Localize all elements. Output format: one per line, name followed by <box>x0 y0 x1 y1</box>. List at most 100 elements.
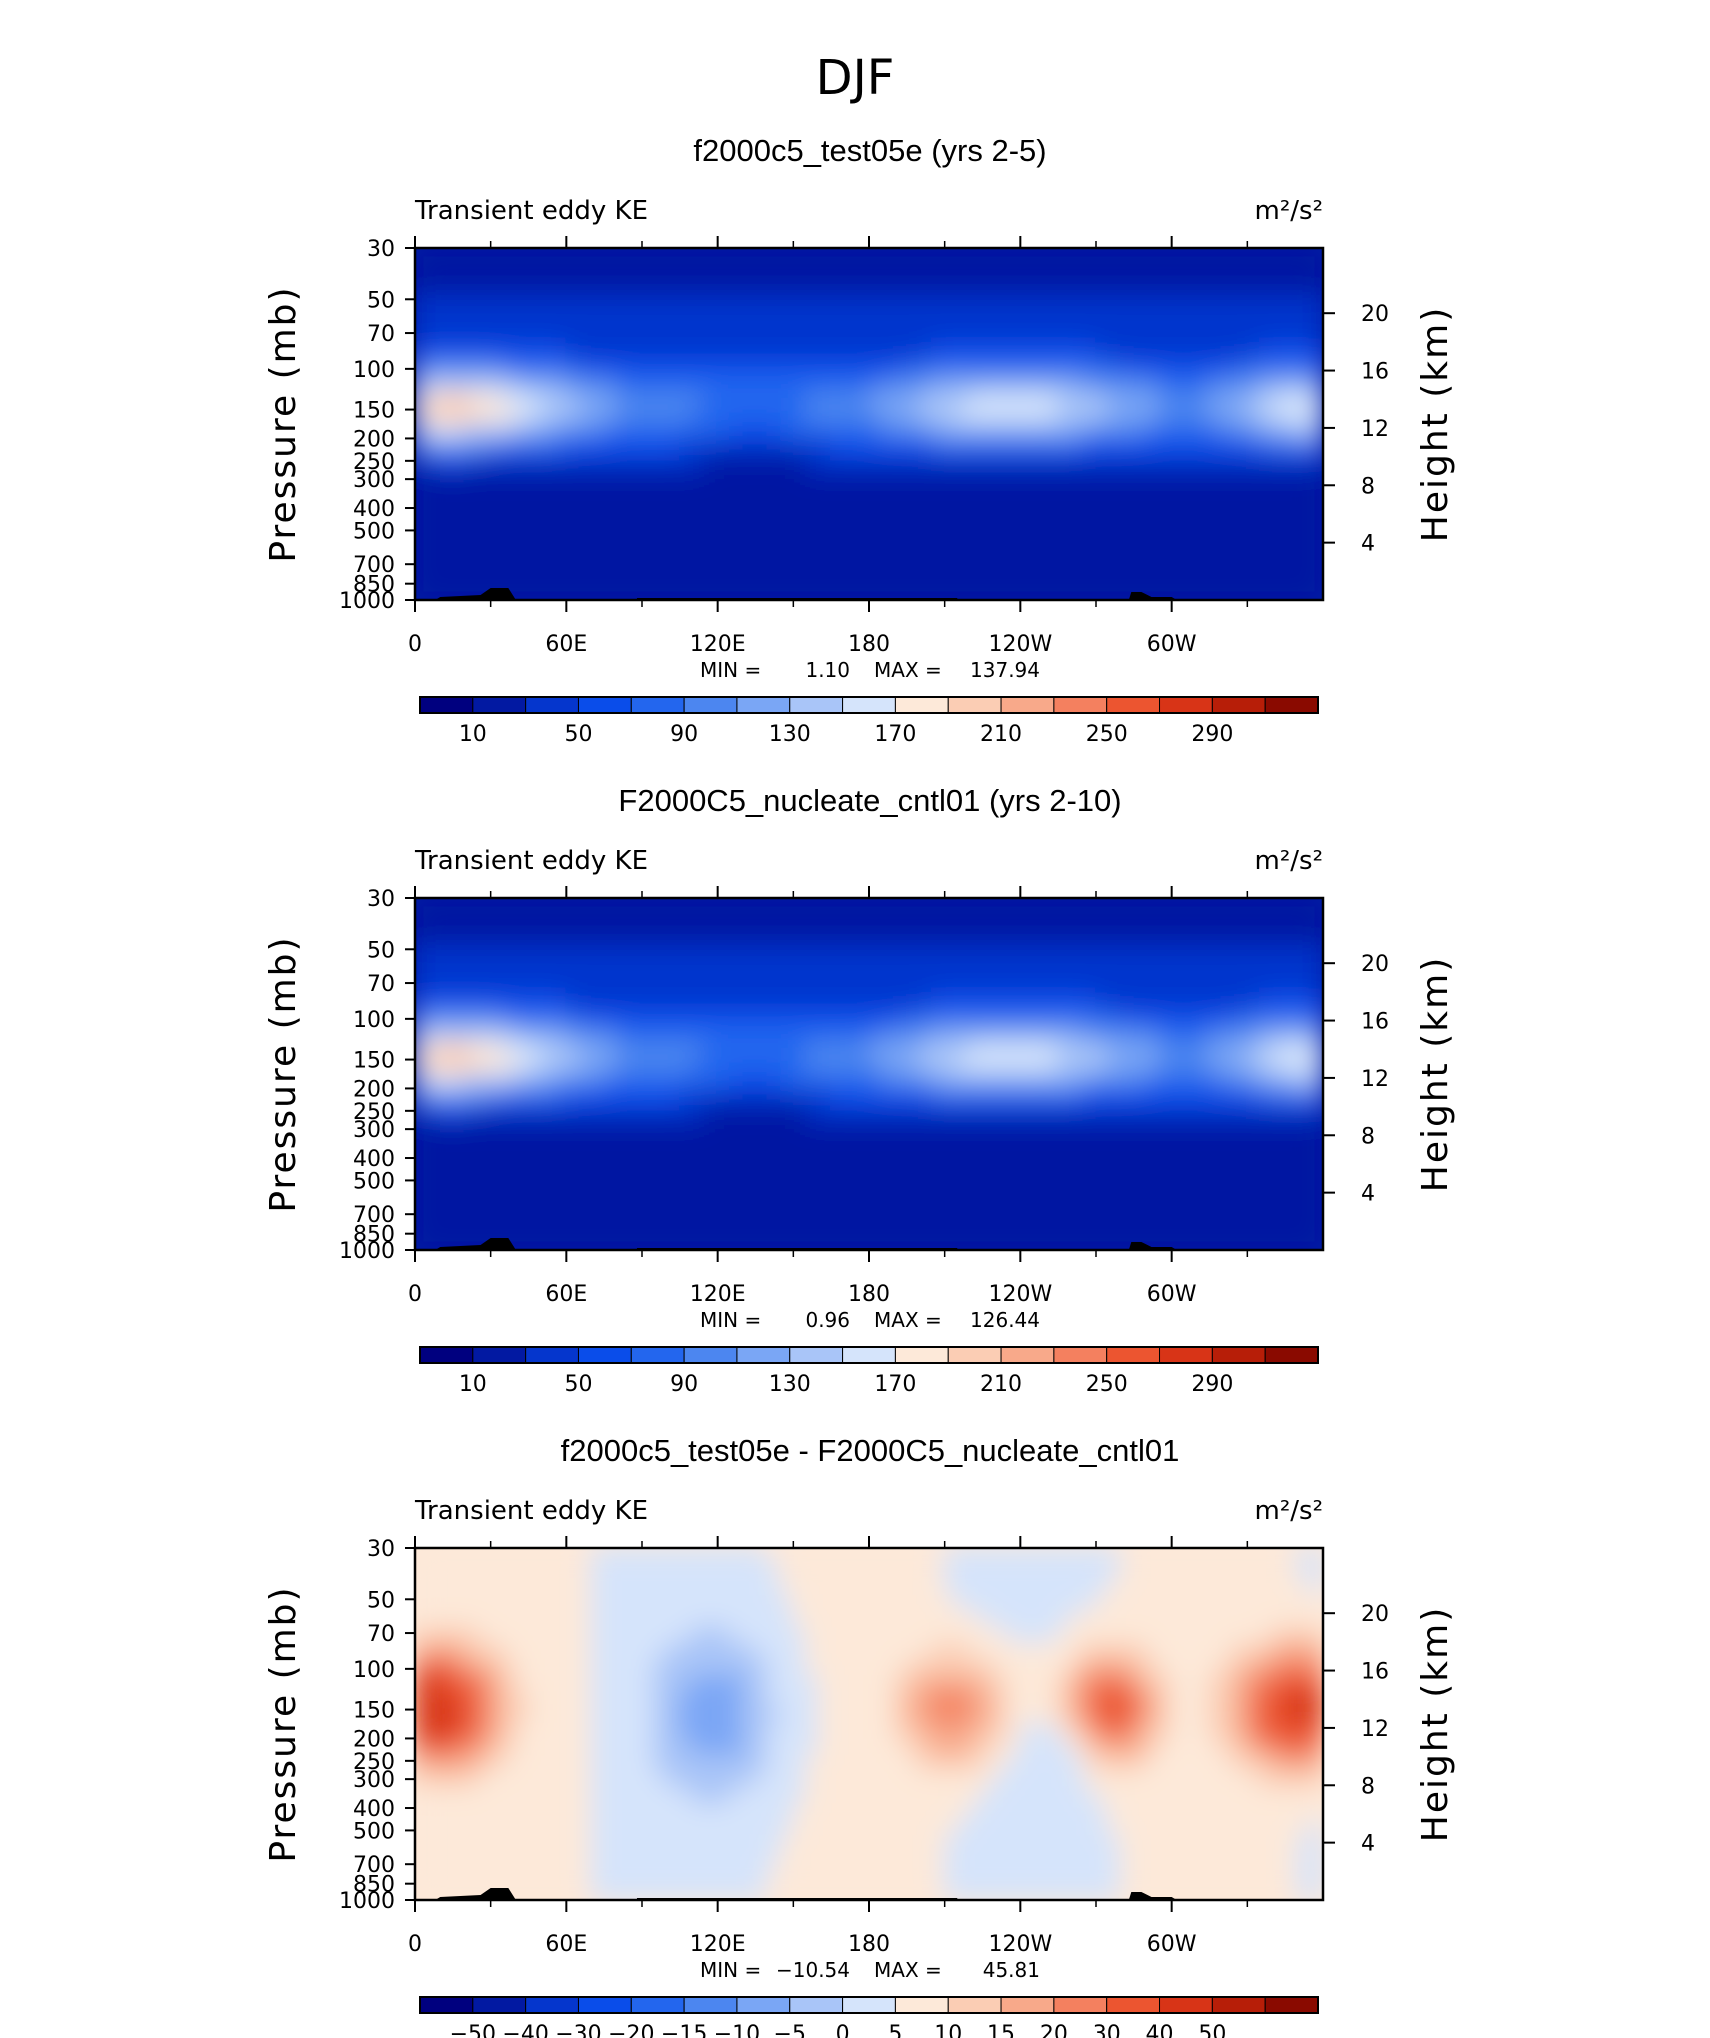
min-value: −10.54 <box>776 1958 850 1982</box>
chart-panel-2: F2000C5_nucleate_cntl01 (yrs 2-10) Transi… <box>263 783 1456 1397</box>
colorbar-tick-label: 130 <box>769 1372 811 1397</box>
x-tick-label: 60E <box>545 1932 587 1957</box>
min-value: 1.10 <box>805 658 850 682</box>
y-tick-label: 70 <box>367 972 395 997</box>
colorbar-swatch <box>630 1996 685 2014</box>
y-tick-label: 150 <box>353 399 395 424</box>
y-right-tick-label: 4 <box>1361 532 1375 557</box>
y-tick-label: 300 <box>353 468 395 493</box>
colorbar-tick-label: 20 <box>1040 2022 1068 2038</box>
colorbar-swatch <box>525 1996 579 2014</box>
y-tick-label: 400 <box>353 1797 395 1822</box>
colorbar-swatch <box>842 696 896 714</box>
y-tick-label: 100 <box>353 1008 395 1033</box>
colorbar-swatch <box>736 1346 791 1364</box>
min-label: MIN = <box>700 1308 761 1332</box>
terrain-andes <box>1128 592 1177 600</box>
chart-panel-3: f2000c5_test05e - F2000C5_nucleate_cntl0… <box>263 1433 1456 2038</box>
y-tick-label: 100 <box>353 1658 395 1683</box>
colorbar-tick-label: −30 <box>555 2022 601 2038</box>
colorbar-tick-label: −15 <box>661 2022 707 2038</box>
colorbar: −50 −40 −30 −20 −15 −10 −5 0 5 10 15 20 30 40 50 <box>419 1996 1319 2038</box>
colorbar-tick-label: 10 <box>934 2022 962 2038</box>
x-tick-label: 120W <box>988 1932 1052 1957</box>
colorbar-tick-label: 250 <box>1086 722 1128 747</box>
y-right-tick-label: 12 <box>1361 1067 1389 1092</box>
y-tick-label: 150 <box>353 1049 395 1074</box>
colorbar-swatch <box>842 1346 896 1364</box>
y-tick-label: 300 <box>353 1118 395 1143</box>
colorbar-swatch <box>630 696 685 714</box>
field-cells <box>415 248 1323 600</box>
x-tick-label: 0 <box>408 1932 422 1957</box>
y-right-tick-label: 16 <box>1361 1660 1389 1685</box>
y-tick-label: 50 <box>367 938 395 963</box>
y-tick-label: 400 <box>353 1147 395 1172</box>
y-axis-title: Pressure (mb) <box>263 285 304 562</box>
colorbar-swatch <box>1264 1346 1319 1364</box>
colorbar-tick-label: −50 <box>450 2022 496 2038</box>
colorbar-swatch <box>947 696 1002 714</box>
y-tick-label: 1000 <box>339 1889 395 1914</box>
colorbar: 10 50 90 130 170 210 250 290 <box>419 1346 1319 1397</box>
max-label: MAX = <box>874 1308 942 1332</box>
x-tick-label: 60W <box>1147 1282 1197 1307</box>
y-right-tick-label: 8 <box>1361 1774 1375 1799</box>
x-tick-label: 180 <box>848 1932 890 1957</box>
colorbar-swatch <box>419 696 474 714</box>
colorbar-swatch <box>1264 1996 1319 2014</box>
y-tick-label: 250 <box>353 1750 395 1775</box>
y-right-tick-label: 20 <box>1361 1602 1389 1627</box>
colorbar-tick-label: 50 <box>564 722 592 747</box>
chart-panel-1: f2000c5_test05e (yrs 2-5) Transient eddy … <box>263 133 1456 747</box>
colorbar-swatch <box>683 696 738 714</box>
x-tick-label: 60W <box>1147 1932 1197 1957</box>
variable-label: Transient eddy KE <box>414 196 648 226</box>
y-tick-label: 500 <box>353 1169 395 1194</box>
colorbar-frame <box>419 1996 1319 2014</box>
y-axis-title-right: Height (km) <box>1415 956 1456 1192</box>
x-tick-label: 180 <box>848 632 890 657</box>
field-cells <box>415 1548 1323 1900</box>
colorbar-tick-label: 0 <box>836 2022 850 2038</box>
terrain-asia <box>435 588 516 600</box>
colorbar-swatch <box>472 1996 527 2014</box>
colorbar-tick-label: 210 <box>980 722 1022 747</box>
colorbar-swatch <box>525 1346 579 1364</box>
y-tick-label: 50 <box>367 1588 395 1613</box>
colorbar-swatch <box>789 1996 844 2014</box>
colorbar-swatch <box>736 696 791 714</box>
panel-title: f2000c5_test05e - F2000C5_nucleate_cntl0… <box>561 1433 1180 1468</box>
colorbar-swatch <box>1264 696 1319 714</box>
y-tick-label: 200 <box>353 427 395 452</box>
y-tick-label: 850 <box>353 1223 395 1248</box>
colorbar-frame <box>419 696 1319 714</box>
colorbar-tick-label: 290 <box>1191 1372 1233 1397</box>
colorbar-tick-label: 30 <box>1093 2022 1121 2038</box>
colorbar-swatch <box>419 1996 474 2014</box>
y-right-tick-label: 12 <box>1361 417 1389 442</box>
y-right-tick-label: 8 <box>1361 474 1375 499</box>
colorbar-swatch <box>947 1996 1002 2014</box>
colorbar-tick-label: 170 <box>874 722 916 747</box>
colorbar-swatch <box>789 1346 844 1364</box>
max-value: 126.44 <box>970 1308 1040 1332</box>
max-label: MAX = <box>874 1958 942 1982</box>
figure-title: DJF <box>816 50 895 106</box>
colorbar-tick-label: 5 <box>888 2022 902 2038</box>
variable-label: Transient eddy KE <box>414 1496 648 1526</box>
y-tick-label: 300 <box>353 1768 395 1793</box>
colorbar-tick-label: −20 <box>608 2022 654 2038</box>
colorbar-swatch <box>1211 696 1266 714</box>
y-right-tick-label: 4 <box>1361 1832 1375 1857</box>
colorbar-swatch <box>894 1996 949 2014</box>
colorbar-tick-label: 50 <box>1198 2022 1226 2038</box>
y-tick-label: 400 <box>353 497 395 522</box>
colorbar-swatch <box>1211 1996 1266 2014</box>
y-tick-label: 70 <box>367 1622 395 1647</box>
colorbar-swatch <box>577 1346 632 1364</box>
colorbar-swatch <box>419 1346 474 1364</box>
colorbar-tick-label: 170 <box>874 1372 916 1397</box>
y-tick-label: 50 <box>367 288 395 313</box>
